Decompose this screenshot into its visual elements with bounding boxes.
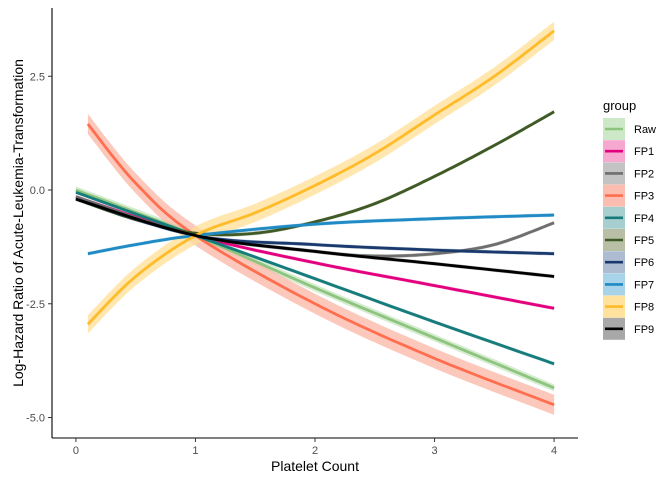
line-fp7 xyxy=(87,213,555,256)
line-fp2 xyxy=(75,195,555,258)
x-tick-label: 0 xyxy=(73,445,79,457)
legend-label-raw: Raw xyxy=(634,124,656,136)
x-tick-label: 1 xyxy=(192,445,198,457)
x-tick-label: 4 xyxy=(551,445,557,457)
y-tick-label: 2.5 xyxy=(30,71,45,83)
line-fp6 xyxy=(75,197,555,256)
legend-label-fp2: FP2 xyxy=(634,168,654,180)
band-fp3 xyxy=(87,114,555,415)
y-tick-label: 0.0 xyxy=(30,185,45,197)
legend-label-fp6: FP6 xyxy=(634,257,654,269)
line-fp3 xyxy=(86,123,555,407)
y-tick-label: -2.5 xyxy=(26,299,45,311)
series-lines xyxy=(75,29,555,407)
x-tick-label: 3 xyxy=(431,445,437,457)
axes: 0 1 2 3 4 2.5 0.0 -2.5 -5.0 xyxy=(26,8,578,457)
legend-label-fp1: FP1 xyxy=(634,146,654,158)
legend-title: group xyxy=(603,98,636,113)
x-axis-title: Platelet Count xyxy=(271,458,359,474)
legend-label-fp9: FP9 xyxy=(634,324,654,336)
legend-label-fp8: FP8 xyxy=(634,302,654,314)
legend: group Raw FP1 FP2 FP3 FP4 FP5 FP6 FP7 FP8 FP9 xyxy=(603,98,656,340)
band-fp8 xyxy=(87,21,555,334)
x-tick-label: 2 xyxy=(312,445,318,457)
legend-label-fp7: FP7 xyxy=(634,279,654,291)
line-fp9 xyxy=(75,197,555,278)
legend-label-fp4: FP4 xyxy=(634,213,654,225)
line-fp8 xyxy=(86,29,555,326)
legend-label-fp3: FP3 xyxy=(634,191,654,203)
y-tick-label: -5.0 xyxy=(26,413,45,425)
line-fp4 xyxy=(75,190,555,366)
y-axis-title: Log-Hazard Ratio of Acute-Leukemia-Trans… xyxy=(10,59,26,387)
legend-label-fp5: FP5 xyxy=(634,235,654,247)
